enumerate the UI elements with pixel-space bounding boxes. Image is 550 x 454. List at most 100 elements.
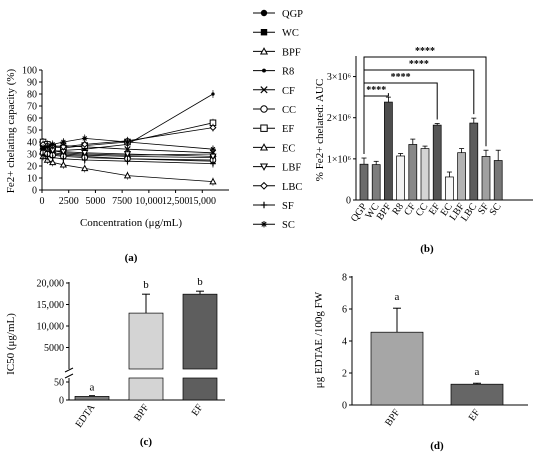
- legend-marker-wc: [260, 29, 268, 36]
- panel-d-letter: a: [395, 291, 400, 303]
- panel-a-point-sc: [40, 145, 46, 151]
- panel-a-point-cf: [124, 145, 131, 153]
- panel-a-y-tick-label: 10: [27, 174, 37, 185]
- legend-label-cc: CC: [282, 105, 296, 116]
- legend-marker-ec: [259, 143, 269, 151]
- panel-a-y-tick-label: 50: [27, 126, 37, 137]
- panel-d-x-tick-label: EF: [467, 407, 483, 423]
- panel-b-bar-ef: [432, 124, 442, 201]
- panel-a-point-ec: [123, 171, 132, 179]
- panel-a-point-lbc: [209, 124, 217, 132]
- panel-a-x-tick-label: 0: [40, 196, 45, 207]
- legend-label-cf: CF: [282, 86, 295, 97]
- panel-a-point-sf: [124, 158, 131, 164]
- panel-d-y-tick-label: 6: [342, 305, 347, 316]
- panel-b-bar-wc: [371, 164, 381, 201]
- panel-d-y-label: μg EDTAE /100g FW: [313, 291, 325, 388]
- panel-b-bar-sf: [481, 156, 491, 201]
- panel-c-bar-ef-lower: [182, 377, 218, 401]
- panel-c-y-tick-label: 15,000: [37, 300, 65, 311]
- panel-c-y-label: IC50 (μg/mL): [5, 313, 17, 375]
- panel-a-point-sc: [49, 141, 56, 148]
- panel-a-y-tick-label: 40: [27, 138, 37, 149]
- panel-c-letter: b: [143, 279, 149, 291]
- legend-marker-r8: [262, 68, 266, 73]
- panel-b-y-tick-label: 3×10⁶: [327, 72, 352, 83]
- panel-c-x-tick-label: EDTA: [74, 402, 98, 430]
- panel-a-y-tick-label: 100: [22, 66, 37, 77]
- panel-a-y-tick-label: 30: [27, 150, 37, 161]
- panel-c-y-tick-label: 50: [54, 378, 64, 389]
- legend-label-ef: EF: [282, 124, 294, 135]
- legend-marker-lbf: [259, 163, 269, 171]
- panel-a-y-tick-label: 80: [27, 90, 37, 101]
- panel-a-point-sf: [60, 156, 67, 162]
- panel-b-bar-lbc: [469, 122, 479, 201]
- panel-c-letter: b: [197, 276, 203, 288]
- panel-c-y-tick-label: 5000: [44, 343, 64, 354]
- panel-a-point-sf: [40, 152, 46, 158]
- panel-a-x-tick-label: 7500: [112, 196, 132, 207]
- panel-d-y-tick-label: 4: [342, 337, 347, 348]
- legend-marker-cf: [260, 86, 268, 94]
- panel-a-y-tick-label: 0: [32, 186, 37, 197]
- panel-c-x-tick-label: BPF: [132, 402, 151, 423]
- panel-a-y-label: Fe2+ chelating capacity (%): [5, 68, 17, 193]
- panel-a-y-tick-label: 70: [27, 102, 37, 113]
- panel-a-point-lbf: [81, 150, 89, 157]
- panel-b-bar-qgp: [359, 163, 369, 201]
- panel-d-tag: (d): [430, 440, 444, 452]
- panel-c-axis-break-mark: [64, 373, 74, 379]
- panel-a-x-tick-label: 15,000: [189, 196, 217, 207]
- panel-d-letter: a: [475, 366, 480, 378]
- legend-marker-sf: [260, 201, 268, 209]
- legend-marker-sc: [260, 221, 268, 228]
- panel-c-bar-ef: [182, 293, 218, 370]
- panel-a-x-tick-label: 2500: [59, 196, 79, 207]
- panel-b-bar-bpf: [384, 101, 393, 201]
- panel-a-point-ec: [209, 177, 217, 185]
- legend-label-lbf: LBF: [282, 163, 301, 174]
- panel-a-y-tick-label: 60: [27, 114, 37, 125]
- legend-marker-lbc: [260, 181, 268, 190]
- legend-label-r8: R8: [282, 67, 294, 78]
- panel-d-y-tick-label: 0: [342, 401, 347, 412]
- panel-b-y-tick-label: 0: [346, 196, 351, 207]
- panel-b-significance-bracket: [363, 56, 487, 155]
- panel-a-y-tick-label: 90: [27, 78, 37, 89]
- panel-a-point-sc: [124, 139, 131, 145]
- panel-a-y-tick-label: 20: [27, 162, 37, 173]
- panel-a-point-sc: [60, 139, 67, 145]
- panel-c-tag: (c): [140, 436, 153, 448]
- panel-b-y-tick-label: 2×10⁶: [327, 113, 352, 124]
- panel-a-point-lbc: [81, 140, 89, 148]
- panel-a-point-sc: [210, 146, 216, 152]
- panel-a-point-lbc: [59, 143, 67, 151]
- legend-label-qgp: QGP: [282, 9, 303, 20]
- legend-marker-cc: [260, 105, 268, 113]
- panel-a-x-tick-label: 5000: [85, 196, 105, 207]
- panel-b-bar-cf: [408, 144, 418, 201]
- panel-c-y-tick-label: 0: [59, 396, 64, 407]
- panel-b-bar-ec: [445, 176, 454, 201]
- panel-a-point-sf: [44, 153, 51, 160]
- legend-marker-bpf: [259, 47, 269, 55]
- panel-c-x-tick-label: EF: [190, 402, 206, 418]
- panel-c-axis-break-mark: [64, 367, 74, 373]
- panel-b-y-tick-label: 1×10⁶: [327, 154, 352, 165]
- legend-label-sc: SC: [282, 220, 295, 231]
- panel-c-y-tick-label: 10,000: [37, 322, 65, 333]
- panel-b-bar-lbf: [457, 152, 466, 201]
- panel-a-point-ec: [49, 158, 57, 166]
- panel-a-x-label: Concentration (μg/mL): [80, 217, 182, 229]
- panel-b-significance-label: ****: [409, 59, 429, 70]
- panel-c-bar-bpf: [128, 312, 164, 370]
- panel-b-significance-label: ****: [415, 46, 435, 57]
- legend-label-sf: SF: [282, 201, 294, 212]
- panel-b-tag: (b): [420, 243, 434, 255]
- panel-b-significance-label: ****: [391, 72, 411, 83]
- panel-a-x-tick-label: 12,500: [162, 196, 190, 207]
